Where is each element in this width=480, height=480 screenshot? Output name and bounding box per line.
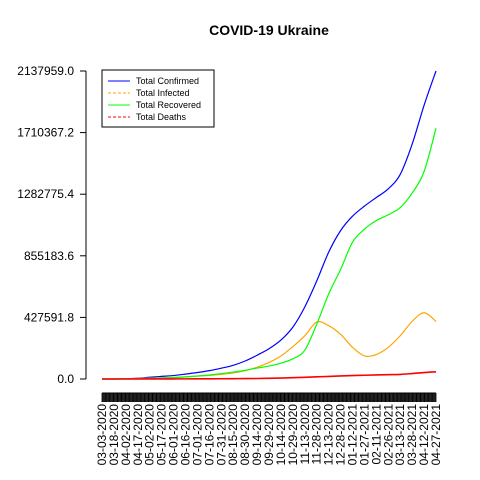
x-tick-label: 05-02-2020	[143, 404, 157, 466]
x-tick-label: 03-28-2021	[405, 404, 419, 466]
legend: Total Confirmed Total Infected Total Recov…	[101, 69, 215, 128]
x-tick-label: 04-12-2021	[417, 404, 431, 466]
x-tick-label: 07-01-2020	[190, 404, 204, 466]
y-tick-label: 0.0	[57, 372, 74, 386]
x-tick-label: 02-11-2021	[369, 404, 383, 465]
legend-label: Total Recovered	[136, 100, 201, 110]
y-tick-label: 427591.8	[24, 310, 74, 324]
y-tick-label: 855183.6	[24, 249, 74, 263]
series-line-total-deaths	[101, 370, 437, 380]
x-tick-label: 10-29-2020	[286, 404, 300, 466]
x-tick-label: 11-28-2020	[310, 404, 324, 465]
y-tick-label: 1710367.2	[17, 126, 74, 140]
x-tick-label: 06-01-2020	[167, 404, 181, 466]
legend-label: Total Confirmed	[136, 76, 199, 86]
x-tick-label: 03-03-2020	[95, 404, 109, 466]
x-tick-label: 08-30-2020	[238, 404, 252, 466]
x-tick-label: 08-15-2020	[226, 404, 240, 466]
x-tick-label: 05-17-2020	[155, 404, 169, 466]
x-tick-label: 07-31-2020	[214, 404, 228, 466]
x-tick-label: 09-29-2020	[262, 404, 276, 466]
x-tick-label: 12-28-2020	[334, 404, 348, 466]
x-axis: 03-03-202003-18-202004-02-202004-17-2020…	[95, 392, 443, 466]
y-tick-label: 2137959.0	[17, 64, 74, 78]
x-tick-label: 09-14-2020	[250, 404, 264, 466]
x-tick-label: 04-02-2020	[119, 404, 133, 466]
y-axis: 0.0 427591.8 855183.6 1282775.4 1710367.2 213…	[17, 64, 87, 386]
x-tick-label: 01-27-2021	[357, 404, 371, 466]
chart-title: COVID-19 Ukraine	[209, 22, 329, 38]
x-tick-label: 06-16-2020	[179, 404, 193, 466]
x-tick-label: 03-18-2020	[107, 404, 121, 466]
y-tick-label: 1282775.4	[17, 187, 74, 201]
x-tick-label: 10-14-2020	[274, 404, 288, 466]
x-tick-label: 11-13-2020	[298, 404, 312, 465]
legend-label: Total Deaths	[136, 112, 187, 122]
x-tick-label: 02-26-2021	[381, 404, 395, 466]
x-tick-label: 01-12-2021	[346, 404, 360, 466]
x-tick-label: 03-13-2021	[393, 404, 407, 466]
x-tick-label: 12-13-2020	[322, 404, 336, 466]
series-layer	[101, 70, 437, 380]
x-tick-label: 04-17-2020	[131, 404, 145, 466]
series-line-total-confirmed	[101, 70, 437, 380]
legend-label: Total Infected	[136, 88, 190, 98]
x-tick-label: 04-27-2021	[429, 404, 443, 466]
x-tick-label: 07-16-2020	[202, 404, 216, 466]
